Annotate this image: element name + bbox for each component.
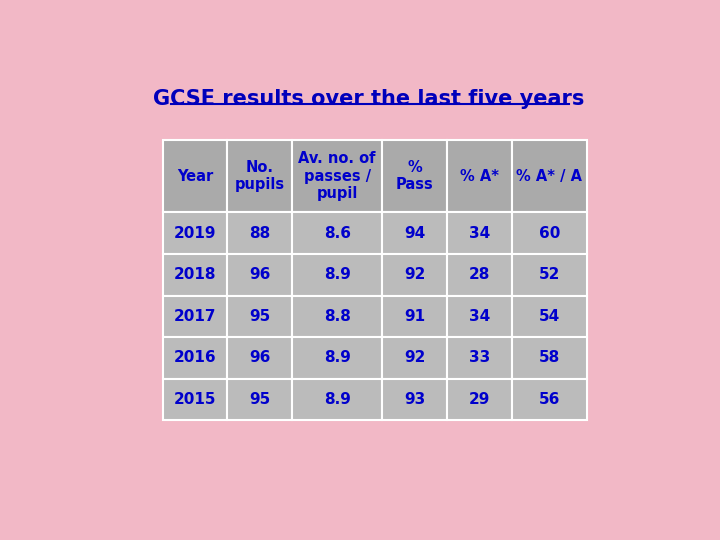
FancyBboxPatch shape [447, 254, 512, 295]
FancyBboxPatch shape [228, 254, 292, 295]
Text: 29: 29 [469, 392, 490, 407]
FancyBboxPatch shape [292, 379, 382, 420]
FancyBboxPatch shape [163, 379, 228, 420]
Text: 88: 88 [249, 226, 271, 241]
FancyBboxPatch shape [447, 337, 512, 379]
Text: % A*: % A* [460, 168, 499, 184]
Text: 34: 34 [469, 226, 490, 241]
Text: GCSE results over the last five years: GCSE results over the last five years [153, 89, 585, 109]
FancyBboxPatch shape [512, 379, 587, 420]
Text: 54: 54 [539, 309, 560, 324]
FancyBboxPatch shape [512, 337, 587, 379]
Text: 8.9: 8.9 [324, 350, 351, 366]
FancyBboxPatch shape [382, 379, 447, 420]
Text: 34: 34 [469, 309, 490, 324]
FancyBboxPatch shape [512, 254, 587, 295]
FancyBboxPatch shape [447, 140, 512, 212]
FancyBboxPatch shape [512, 140, 587, 212]
Text: 91: 91 [404, 309, 425, 324]
Text: 93: 93 [404, 392, 425, 407]
Text: 2015: 2015 [174, 392, 216, 407]
Text: No.
pupils: No. pupils [235, 160, 285, 192]
FancyBboxPatch shape [292, 337, 382, 379]
FancyBboxPatch shape [512, 212, 587, 254]
Text: 8.9: 8.9 [324, 267, 351, 282]
Text: 94: 94 [404, 226, 425, 241]
Text: 96: 96 [249, 267, 271, 282]
Text: 95: 95 [249, 392, 271, 407]
Text: 33: 33 [469, 350, 490, 366]
FancyBboxPatch shape [447, 212, 512, 254]
Text: %
Pass: % Pass [395, 160, 433, 192]
FancyBboxPatch shape [163, 295, 228, 337]
Text: 56: 56 [539, 392, 560, 407]
FancyBboxPatch shape [382, 140, 447, 212]
FancyBboxPatch shape [228, 295, 292, 337]
FancyBboxPatch shape [512, 295, 587, 337]
Text: 52: 52 [539, 267, 560, 282]
FancyBboxPatch shape [382, 337, 447, 379]
FancyBboxPatch shape [292, 295, 382, 337]
FancyBboxPatch shape [447, 379, 512, 420]
Text: 2016: 2016 [174, 350, 216, 366]
FancyBboxPatch shape [228, 212, 292, 254]
Text: 58: 58 [539, 350, 560, 366]
Text: 8.9: 8.9 [324, 392, 351, 407]
Text: 95: 95 [249, 309, 271, 324]
FancyBboxPatch shape [382, 254, 447, 295]
FancyBboxPatch shape [292, 140, 382, 212]
FancyBboxPatch shape [163, 140, 228, 212]
Text: 2018: 2018 [174, 267, 216, 282]
Text: Year: Year [177, 168, 213, 184]
Text: 28: 28 [469, 267, 490, 282]
Text: 8.8: 8.8 [324, 309, 351, 324]
Text: 2019: 2019 [174, 226, 216, 241]
Text: 8.6: 8.6 [324, 226, 351, 241]
FancyBboxPatch shape [447, 295, 512, 337]
FancyBboxPatch shape [163, 212, 228, 254]
FancyBboxPatch shape [163, 254, 228, 295]
Text: 92: 92 [404, 267, 426, 282]
Text: 60: 60 [539, 226, 560, 241]
FancyBboxPatch shape [228, 337, 292, 379]
FancyBboxPatch shape [292, 212, 382, 254]
FancyBboxPatch shape [228, 140, 292, 212]
Text: 96: 96 [249, 350, 271, 366]
Text: 2017: 2017 [174, 309, 216, 324]
FancyBboxPatch shape [382, 295, 447, 337]
Text: % A* / A: % A* / A [516, 168, 582, 184]
Text: Av. no. of
passes /
pupil: Av. no. of passes / pupil [298, 151, 376, 201]
FancyBboxPatch shape [163, 337, 228, 379]
Text: 92: 92 [404, 350, 426, 366]
FancyBboxPatch shape [382, 212, 447, 254]
FancyBboxPatch shape [292, 254, 382, 295]
FancyBboxPatch shape [228, 379, 292, 420]
